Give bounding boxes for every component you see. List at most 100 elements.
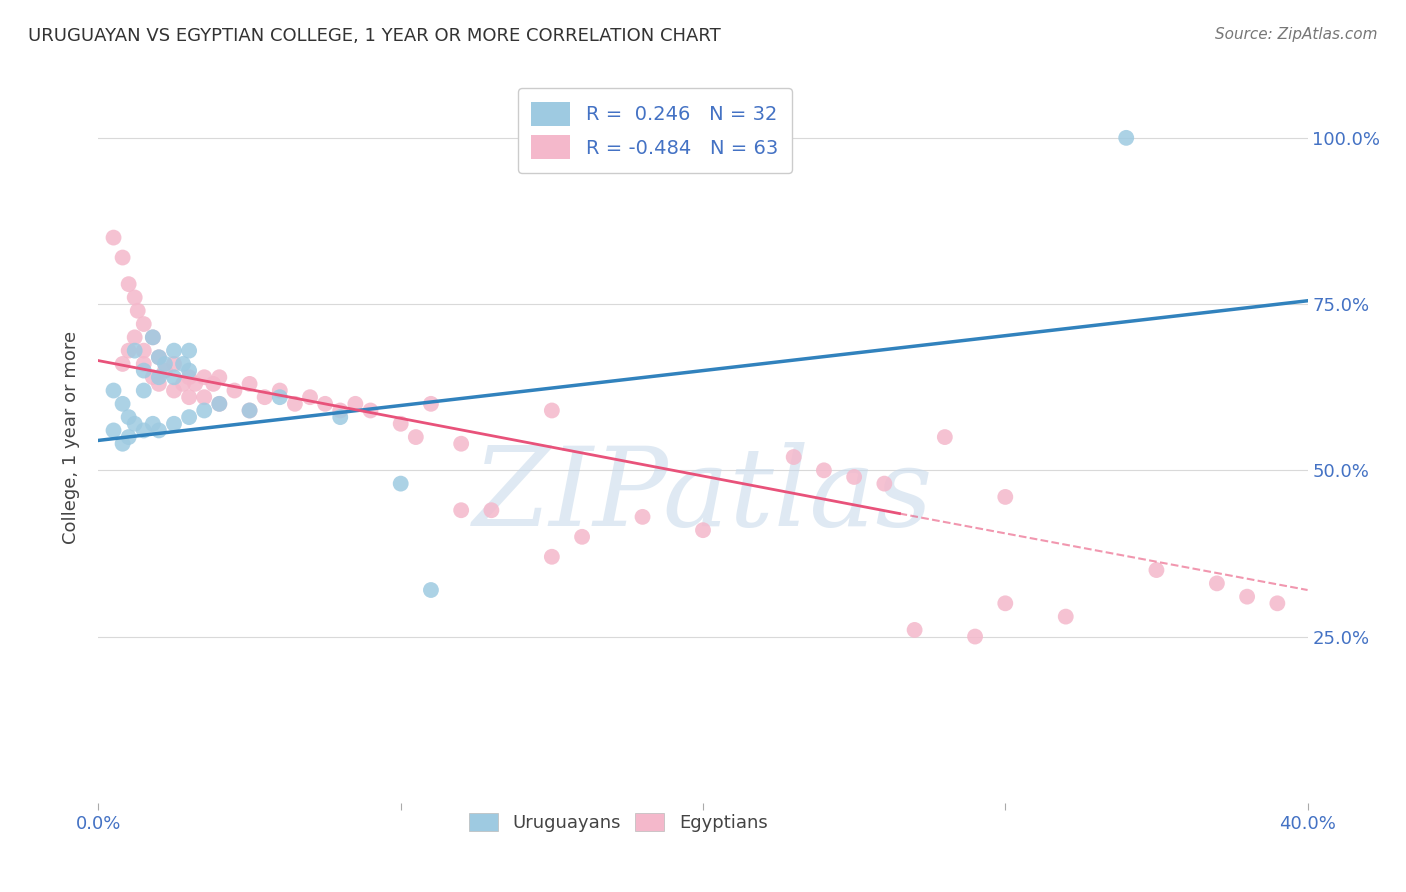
Point (179, 363, 201, 377)
Point (193, 370, 215, 384)
Point (994, 490, 1017, 504)
Point (118, 277, 141, 292)
Point (269, 384, 291, 398)
Point (481, 503, 503, 517)
Point (934, 430, 956, 444)
Point (127, 303, 149, 318)
Point (1267, 596, 1289, 610)
Point (132, 384, 155, 398)
Point (132, 363, 155, 377)
Point (269, 390, 291, 404)
Point (994, 596, 1017, 610)
Text: ZIPatlas: ZIPatlas (472, 442, 934, 549)
Point (163, 357, 186, 371)
Point (208, 397, 231, 411)
Point (179, 343, 201, 358)
Point (118, 430, 141, 444)
Point (540, 403, 562, 417)
Point (153, 363, 176, 377)
Point (1054, 609, 1077, 624)
Point (148, 370, 170, 384)
Point (118, 410, 141, 425)
Point (111, 436, 134, 450)
Point (389, 476, 412, 491)
Point (124, 343, 146, 358)
Point (813, 463, 835, 477)
Point (124, 330, 146, 344)
Point (172, 357, 194, 371)
Point (571, 530, 593, 544)
Point (239, 376, 262, 391)
Point (1206, 576, 1229, 591)
Point (1236, 590, 1258, 604)
Point (148, 376, 170, 391)
Point (389, 417, 412, 431)
Point (148, 351, 170, 365)
Point (103, 384, 125, 398)
Point (148, 351, 170, 365)
Point (783, 450, 806, 464)
Point (179, 390, 201, 404)
Point (163, 417, 186, 431)
Point (208, 397, 231, 411)
Point (179, 410, 201, 425)
Point (904, 623, 927, 637)
Point (873, 476, 896, 491)
Point (692, 523, 714, 537)
Point (172, 376, 194, 391)
Point (450, 503, 472, 517)
Point (253, 390, 276, 404)
Point (420, 582, 443, 597)
Point (1144, 563, 1167, 577)
Point (111, 357, 134, 371)
Point (344, 397, 367, 411)
Point (540, 549, 562, 564)
Point (163, 384, 186, 398)
Text: Source: ZipAtlas.com: Source: ZipAtlas.com (1215, 27, 1378, 42)
Point (163, 370, 186, 384)
Point (844, 470, 866, 484)
Point (224, 384, 246, 398)
Point (202, 376, 225, 391)
Point (284, 397, 307, 411)
Point (132, 357, 155, 371)
Point (193, 390, 215, 404)
Point (179, 370, 201, 384)
Point (420, 397, 443, 411)
Point (193, 403, 215, 417)
Point (111, 397, 134, 411)
Point (124, 290, 146, 304)
Legend: Uruguayans, Egyptians: Uruguayans, Egyptians (460, 804, 776, 841)
Point (142, 370, 165, 384)
Point (360, 403, 382, 417)
Point (124, 417, 146, 431)
Point (103, 424, 125, 438)
Point (631, 509, 654, 524)
Point (132, 424, 155, 438)
Point (239, 403, 262, 417)
Point (314, 397, 336, 411)
Y-axis label: College, 1 year or more: College, 1 year or more (62, 331, 80, 543)
Point (1115, 131, 1137, 145)
Point (132, 343, 155, 358)
Point (329, 403, 352, 417)
Point (153, 357, 176, 371)
Point (329, 410, 352, 425)
Point (299, 390, 322, 404)
Point (163, 343, 186, 358)
Point (132, 317, 155, 331)
Point (148, 424, 170, 438)
Point (118, 343, 141, 358)
Point (239, 403, 262, 417)
Point (111, 251, 134, 265)
Point (184, 376, 207, 391)
Point (103, 230, 125, 244)
Point (405, 430, 427, 444)
Point (142, 330, 165, 344)
Point (450, 436, 472, 450)
Text: URUGUAYAN VS EGYPTIAN COLLEGE, 1 YEAR OR MORE CORRELATION CHART: URUGUAYAN VS EGYPTIAN COLLEGE, 1 YEAR OR… (28, 27, 721, 45)
Point (142, 330, 165, 344)
Point (142, 417, 165, 431)
Point (208, 370, 231, 384)
Point (965, 630, 987, 644)
